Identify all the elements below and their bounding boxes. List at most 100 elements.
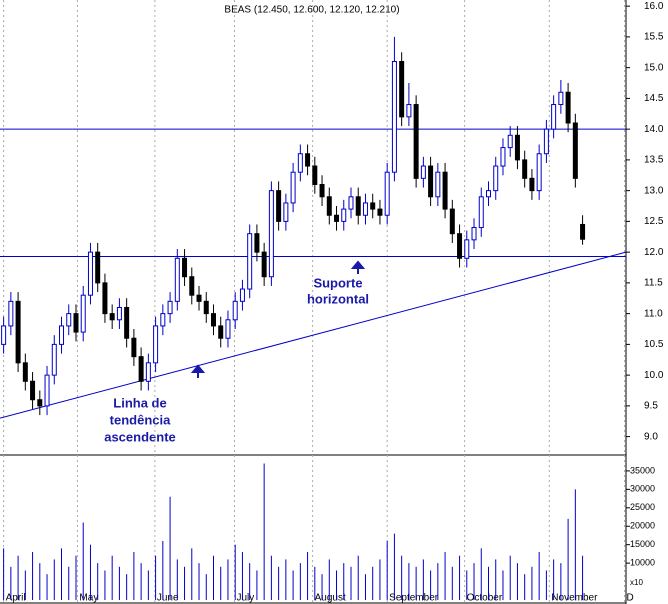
candle-body xyxy=(290,171,296,204)
y-tick-label: 9.0 xyxy=(644,431,658,442)
x-tick-label: July xyxy=(236,593,254,604)
candle-body xyxy=(580,223,586,240)
candle-body xyxy=(73,313,79,333)
candle-body xyxy=(420,165,426,179)
candle-body xyxy=(377,208,383,216)
candle-body xyxy=(124,306,130,339)
y-tick-label: 15000 xyxy=(630,539,655,549)
candle-body xyxy=(406,104,412,118)
candle-body xyxy=(160,313,166,327)
candle-body xyxy=(189,276,195,296)
candle-body xyxy=(8,300,14,327)
y-tick-label: 11.0 xyxy=(644,308,663,319)
annotation: tendência xyxy=(110,412,171,427)
candle-body xyxy=(174,257,180,302)
trend-line xyxy=(0,251,627,419)
y-tick-label: 10.5 xyxy=(644,339,664,350)
candle-body xyxy=(218,325,224,339)
candle-body xyxy=(370,202,376,210)
y-tick-label: 15.5 xyxy=(644,32,664,43)
candle-body xyxy=(478,196,484,229)
x-tick-label: October xyxy=(467,593,503,604)
annotation: horizontal xyxy=(307,291,369,306)
candle-body xyxy=(44,374,50,407)
candle-body xyxy=(326,196,332,216)
chart-title: BEAS (12.450, 12.600, 12.120, 12.210) xyxy=(224,5,399,16)
candle-body xyxy=(276,190,282,222)
candle-body xyxy=(572,122,578,179)
y-tick-label: 10.0 xyxy=(644,370,664,381)
candle-body xyxy=(507,134,513,149)
candle-body xyxy=(37,399,43,407)
candle-body xyxy=(348,196,354,210)
x-tick-label: November xyxy=(551,593,598,604)
y-tick-label: 12.0 xyxy=(644,247,664,258)
candle-body xyxy=(254,233,260,253)
candle-body xyxy=(464,239,470,259)
candle-body xyxy=(1,325,7,345)
y-tick-label: 12.5 xyxy=(644,216,664,227)
candle-body xyxy=(116,306,122,321)
candle-body xyxy=(210,313,216,327)
candle-body xyxy=(485,190,491,198)
candle-body xyxy=(384,171,390,216)
candle-body xyxy=(334,214,340,222)
candle-body xyxy=(522,159,528,179)
annotation: Linha de xyxy=(113,395,166,410)
candle-body xyxy=(196,294,202,302)
candle-body xyxy=(138,356,144,382)
candle-body xyxy=(131,337,137,358)
candle-body xyxy=(305,153,311,167)
candle-body xyxy=(551,104,557,130)
candle-body xyxy=(225,319,231,339)
candle-body xyxy=(59,325,65,345)
candle-body xyxy=(15,300,21,364)
candle-body xyxy=(182,257,188,278)
candle-body xyxy=(153,325,159,364)
candle-body xyxy=(449,208,455,235)
candle-body xyxy=(232,300,238,321)
candle-body xyxy=(167,300,173,315)
candle-body xyxy=(514,134,520,161)
annotation: Suporte xyxy=(313,275,362,290)
volume-unit-label: x10 xyxy=(630,578,643,587)
y-tick-label: 9.5 xyxy=(644,401,658,412)
y-tick-label: 13.0 xyxy=(644,185,664,196)
candle-body xyxy=(493,165,499,192)
candle-body xyxy=(558,91,564,106)
candle-body xyxy=(435,171,441,198)
candle-body xyxy=(536,153,542,192)
candle-body xyxy=(268,190,274,278)
candle-body xyxy=(428,165,434,198)
candle-body xyxy=(66,313,72,327)
y-tick-label: 30000 xyxy=(630,484,655,494)
candle-body xyxy=(51,343,57,376)
candle-body xyxy=(87,251,93,296)
x-tick-label: May xyxy=(79,593,98,604)
y-tick-label: 35000 xyxy=(630,465,655,475)
y-tick-label: 13.5 xyxy=(644,155,664,166)
candle-body xyxy=(413,104,419,179)
candle-body xyxy=(442,171,448,210)
candle-body xyxy=(312,165,318,185)
arrow xyxy=(350,260,366,274)
x-tick-label: September xyxy=(389,593,439,604)
candle-body xyxy=(362,202,368,216)
y-tick-label: 20000 xyxy=(630,521,655,531)
arrow xyxy=(190,364,206,378)
candle-body xyxy=(247,233,253,290)
candle-body xyxy=(319,183,325,198)
annotation: ascendente xyxy=(104,429,176,444)
y-tick-label: 14.5 xyxy=(644,93,664,104)
candle-body xyxy=(471,227,477,241)
candle-body xyxy=(283,202,289,222)
x-tick-label: April xyxy=(6,593,26,604)
y-tick-label: 10000 xyxy=(630,557,655,567)
y-tick-label: 15.0 xyxy=(644,62,664,73)
candle-body xyxy=(203,300,209,315)
candle-body xyxy=(341,208,347,222)
candle-body xyxy=(80,294,86,333)
candle-body xyxy=(565,91,571,124)
candle-body xyxy=(391,60,397,173)
